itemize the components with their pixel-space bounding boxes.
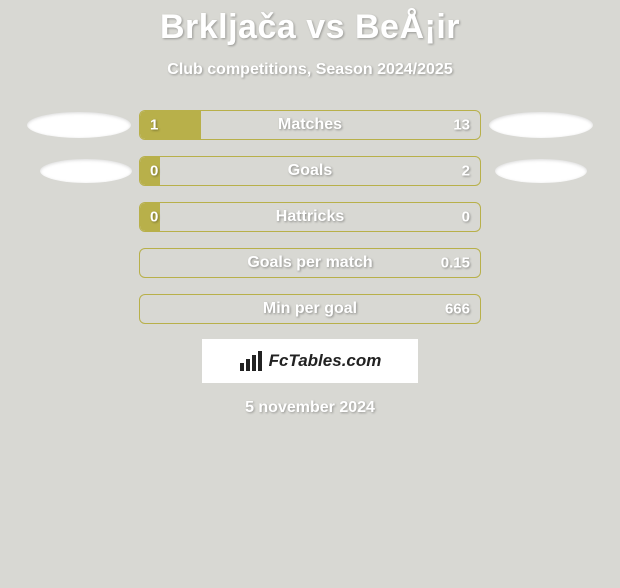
- stat-row: 1 Matches 13: [0, 109, 620, 141]
- stat-row: Goals per match 0.15: [0, 247, 620, 279]
- stat-label: Matches: [278, 116, 342, 134]
- avatar-col-left: [19, 112, 139, 138]
- stat-right-value: 13: [453, 117, 470, 134]
- stat-right-value: 0.15: [441, 255, 470, 272]
- stat-left-value: 1: [150, 117, 158, 134]
- stat-label: Hattricks: [276, 208, 344, 226]
- stat-row: 0 Goals 2: [0, 155, 620, 187]
- player-avatar-left: [27, 112, 131, 138]
- stat-right-value: 0: [462, 209, 470, 226]
- stat-row: 0 Hattricks 0: [0, 201, 620, 233]
- stat-row: Min per goal 666: [0, 293, 620, 325]
- comparison-chart: 1 Matches 13 0 Goals 2 0 Hattricks 0 Goals per ma…: [0, 109, 620, 325]
- bars-icon: [239, 351, 263, 371]
- attribution-badge: FcTables.com: [202, 339, 418, 383]
- stat-bar: Goals per match 0.15: [139, 248, 481, 278]
- stat-label: Min per goal: [263, 300, 357, 318]
- stat-left-value: 0: [150, 163, 158, 180]
- stat-bar: 0 Goals 2: [139, 156, 481, 186]
- attribution-text: FcTables.com: [269, 351, 382, 371]
- avatar-col-right: [481, 159, 601, 183]
- stat-bar: 1 Matches 13: [139, 110, 481, 140]
- player-avatar-right: [495, 159, 587, 183]
- page-title: Brkljača vs BeÅ¡ir: [0, 8, 620, 47]
- player-avatar-right: [489, 112, 593, 138]
- stat-label: Goals per match: [247, 254, 372, 272]
- stat-bar: 0 Hattricks 0: [139, 202, 481, 232]
- date-line: 5 november 2024: [0, 399, 620, 417]
- avatar-col-left: [19, 159, 139, 183]
- player-avatar-left: [40, 159, 132, 183]
- stat-label: Goals: [288, 162, 332, 180]
- stat-bar: Min per goal 666: [139, 294, 481, 324]
- stat-right-value: 2: [462, 163, 470, 180]
- stat-right-value: 666: [445, 301, 470, 318]
- avatar-col-right: [481, 112, 601, 138]
- page-subtitle: Club competitions, Season 2024/2025: [0, 61, 620, 79]
- stat-left-value: 0: [150, 209, 158, 226]
